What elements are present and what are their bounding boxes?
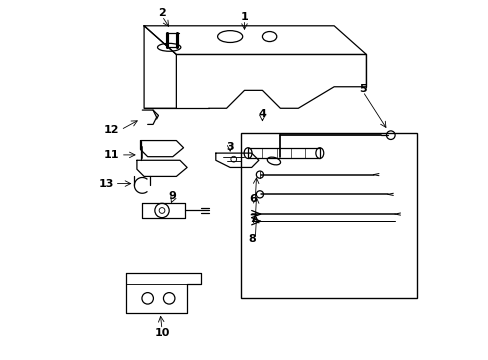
Bar (241, 134, 416, 298)
Text: 3: 3 (226, 142, 233, 152)
Text: 1: 1 (240, 12, 248, 22)
Text: 5: 5 (358, 84, 366, 94)
Text: 10: 10 (154, 328, 169, 338)
Text: 12: 12 (104, 125, 120, 135)
Text: 13: 13 (99, 179, 114, 189)
Text: 2: 2 (158, 8, 165, 18)
Text: 7: 7 (248, 214, 256, 224)
Text: 4: 4 (258, 109, 266, 119)
Text: 11: 11 (104, 150, 120, 160)
Text: 9: 9 (168, 191, 176, 201)
Text: 6: 6 (248, 194, 256, 204)
Text: 8: 8 (248, 234, 256, 244)
